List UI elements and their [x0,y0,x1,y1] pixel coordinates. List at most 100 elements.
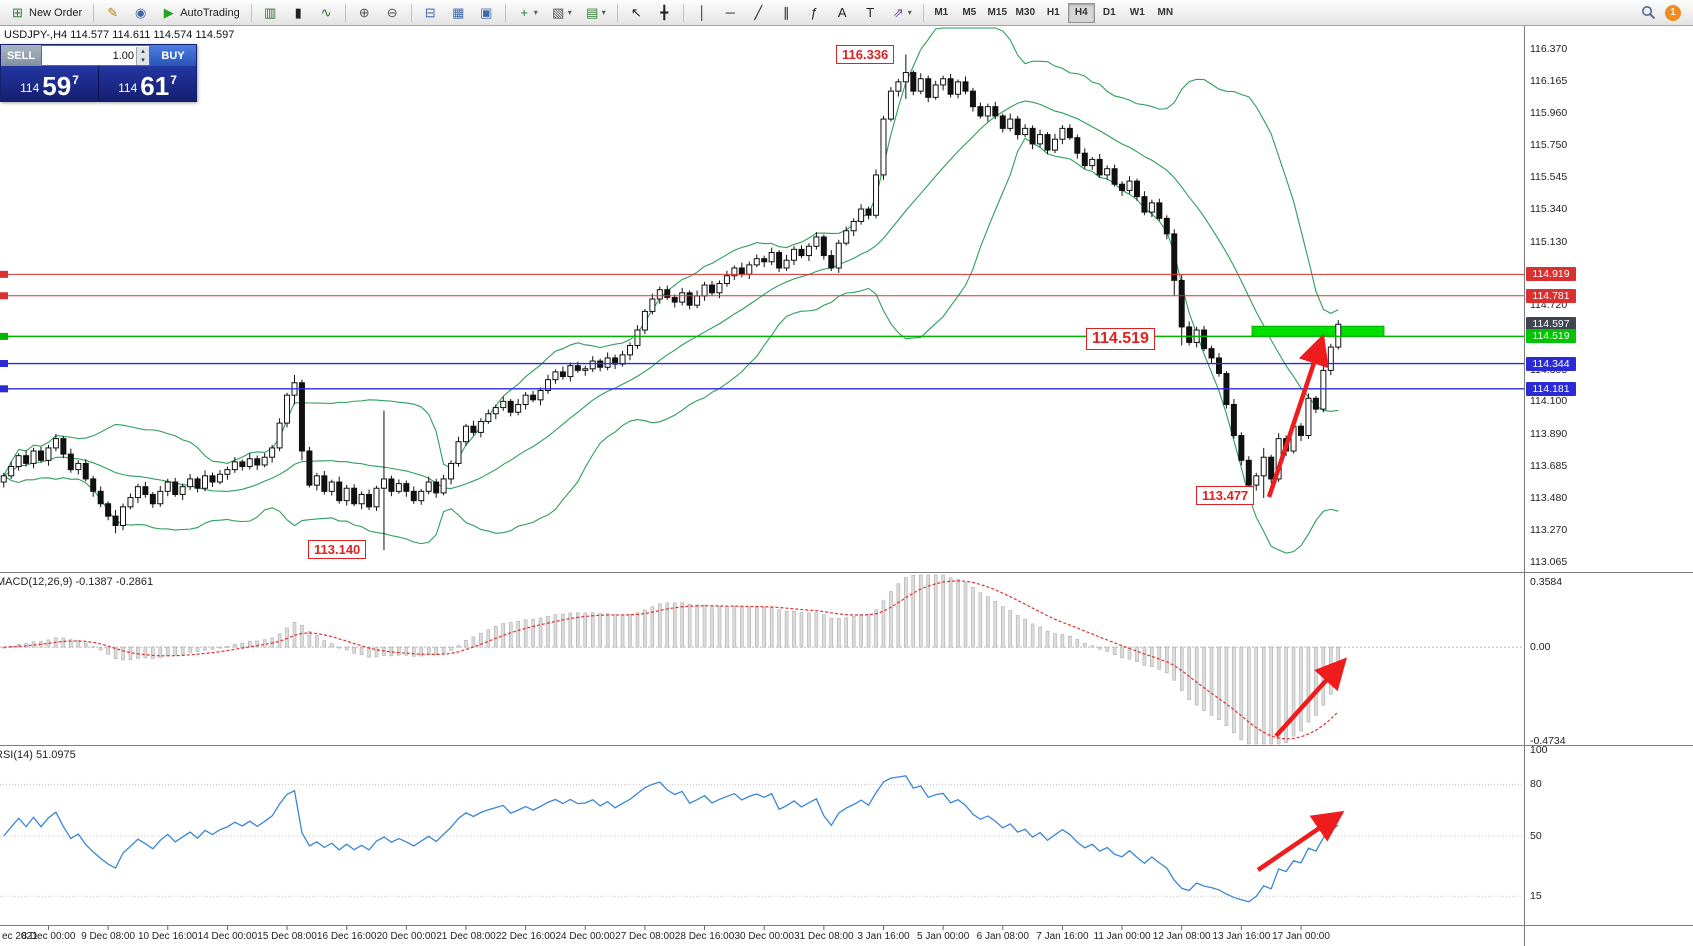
trend-arrow-3[interactable] [1256,810,1345,872]
rsi-line [3,775,1339,903]
price-annotation-113.140[interactable]: 113.140 [308,540,367,559]
candlestick-chart-icon: ▮ [294,5,302,20]
notification-badge[interactable]: 1 [1665,4,1681,21]
volume-increase-icon[interactable]: ▴ [136,46,149,56]
time-label: 31 Dec 08:00 [794,931,854,942]
metaeditor-icon: ✎ [107,5,119,20]
trend-arrow-2[interactable] [1274,657,1348,738]
expert-advisors-icon: ◉ [135,5,147,20]
timeframe-m30[interactable]: M30 [1012,3,1039,23]
sell-price-sup: 7 [72,73,79,87]
candlestick-chart-icon[interactable]: ▮ [285,2,312,24]
profiles-icon[interactable]: ▧ ▾ [545,2,578,24]
timeframe-mn[interactable]: MN [1152,3,1179,23]
sell-price-display[interactable]: 114 59 7 [1,66,98,101]
toolbar-separator [344,3,346,22]
cursor-icon[interactable]: ↖ [623,2,650,24]
price-tag-114.781: 114.781 [1526,288,1576,303]
zoom-out-icon: ⊖ [386,5,398,20]
time-label: 27 Dec 08:00 [615,931,675,942]
timeframe-d1[interactable]: D1 [1096,3,1123,23]
equidistant-channel-icon[interactable]: ∥ [773,2,800,24]
toolbar-separator [682,3,684,22]
new-chart-dropdown-icon[interactable]: ▾ [533,8,538,17]
arrows-icon[interactable]: ⇗ ▾ [885,2,918,24]
sell-button[interactable]: SELL [1,45,41,66]
rsi-panel-divider[interactable] [0,745,1693,746]
new-order-button[interactable]: ⊞ New Order [4,2,88,24]
profiles-dropdown-icon[interactable]: ▾ [567,8,572,17]
tile-windows-icon[interactable]: ⊟ [417,2,444,24]
toolbar-separator [410,3,412,22]
zoom-out-icon[interactable]: ⊖ [379,2,406,24]
volume-decrease-icon[interactable]: ▾ [136,55,149,65]
autotrading-button[interactable]: ▶ AutoTrading [155,2,246,24]
timeframe-m1[interactable]: M1 [928,3,955,23]
search-icon[interactable] [1641,5,1656,20]
time-label: 11 Jan 00:00 [1094,931,1152,942]
indicators-icon: ▤ [586,5,599,20]
macd-panel-label: MACD(12,26,9) -0.1387 -0.2861 [0,576,154,588]
fibonacci-icon: ƒ [810,5,818,20]
line-chart-icon: ∿ [320,5,332,20]
buy-price-display[interactable]: 114 61 7 [99,66,196,101]
bar-chart-icon: ▥ [264,5,277,20]
price-annotation-113.477[interactable]: 113.477 [1196,486,1255,505]
price-axis-label: 115.750 [1530,139,1568,152]
trendline-icon[interactable]: ╱ [745,2,772,24]
time-label: 14 Dec 00:00 [198,931,258,942]
macd-panel-divider[interactable] [0,572,1693,573]
arrange-windows-icon[interactable]: ▦ [445,2,472,24]
crosshair-icon[interactable]: ╋ [651,2,678,24]
price-annotation-116.336[interactable]: 116.336 [836,45,895,64]
candles-layer [0,54,1342,551]
timeframe-m15[interactable]: M15 [984,3,1011,23]
new-chart-icon[interactable]: + ▾ [511,2,544,24]
time-label: 7 Jan 16:00 [1036,931,1089,942]
timeframe-h1[interactable]: H1 [1040,3,1067,23]
zoom-in-icon[interactable]: ⊕ [351,2,378,24]
trend-arrow-1[interactable] [1266,333,1329,498]
buy-button[interactable]: BUY [150,45,196,66]
time-label: 13 Jan 16:00 [1212,931,1270,942]
bollinger-upper [3,27,1339,477]
macd-signal-line [3,580,1339,740]
text-icon[interactable]: A [829,2,856,24]
macd-scale-label: 0.3584 [1530,576,1563,588]
vertical-line-icon: │ [698,5,707,20]
bar-chart-icon[interactable]: ▥ [257,2,284,24]
price-axis-label: 115.340 [1530,203,1568,216]
entry-zone-rectangle[interactable] [1251,325,1385,337]
timeframe-m5[interactable]: M5 [956,3,983,23]
buy-price-prefix: 114 [118,81,138,95]
timeframe-h4[interactable]: H4 [1067,2,1095,23]
price-axis-label: 114.100 [1530,395,1568,408]
indicators-icon[interactable]: ▤ ▾ [579,2,612,24]
autotrading-icon: ▶ [163,5,174,20]
vertical-line-icon[interactable]: │ [689,2,716,24]
arrange-windows-icon: ▦ [452,5,465,20]
sell-price-prefix: 114 [20,81,40,95]
line-chart-icon[interactable]: ∿ [313,2,340,24]
metaeditor-icon[interactable]: ✎ [99,2,126,24]
time-label: 5 Jan 00:00 [917,931,970,942]
price-axis-label: 116.165 [1530,75,1568,88]
toolbar-separator [250,3,252,22]
price-annotation-114.519[interactable]: 114.519 [1086,328,1155,350]
price-axis-label: 113.480 [1530,491,1568,504]
timeframe-w1[interactable]: W1 [1124,3,1151,23]
cascade-windows-icon[interactable]: ▣ [473,2,500,24]
main-toolbar: ⊞ New Order ✎ ◉ ▶ AutoTrading ▥ ▮ ∿ ⊕ ⊖ ⊟ ▦ ▣ + ▾ ▧ ▾ ▤ ▾ ↖ ╋… [0,0,1693,26]
volume-field[interactable]: 1.00 ▴ ▾ [41,45,150,66]
fibonacci-icon[interactable]: ƒ [801,2,828,24]
horizontal-line-icon[interactable]: ─ [717,2,744,24]
price-axis: 116.370 116.165 115.960 115.750 115.545 115.3… [1524,26,1693,946]
indicators-dropdown-icon[interactable]: ▾ [601,8,606,17]
toolbar-separator [616,3,618,22]
arrows-dropdown-icon[interactable]: ▾ [907,8,912,17]
expert-advisors-icon[interactable]: ◉ [127,2,154,24]
text-label-icon[interactable]: T [857,2,884,24]
price-tag-114.597: 114.597 [1526,317,1576,332]
time-axis-divider [0,925,1693,926]
